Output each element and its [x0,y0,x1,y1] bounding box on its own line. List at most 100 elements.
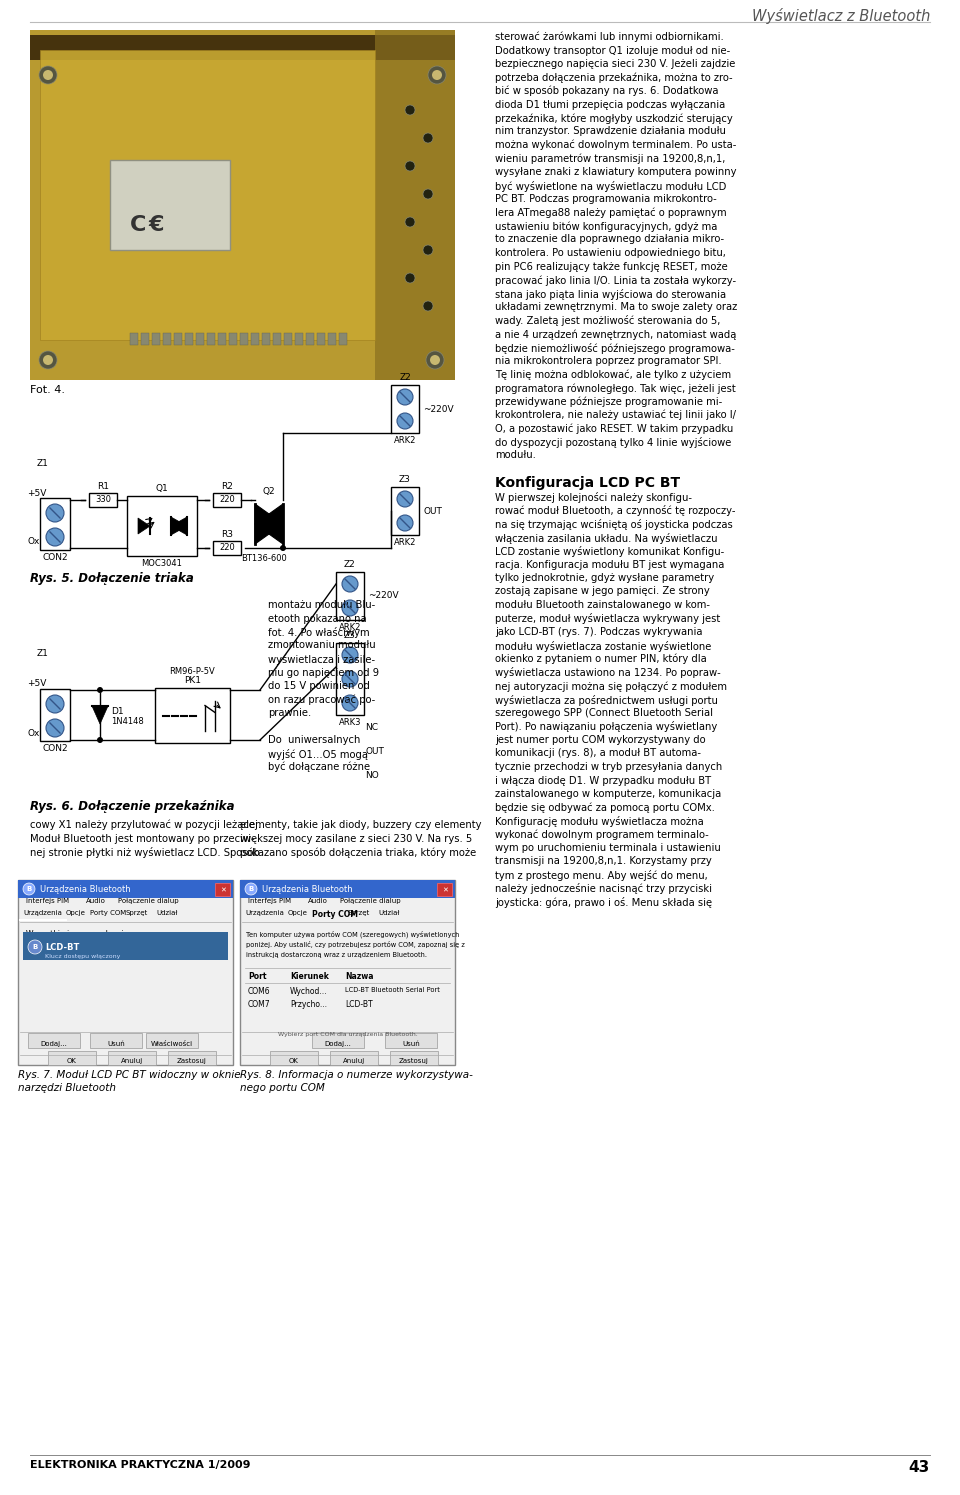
Bar [240,333,248,345]
Text: Sprzęt: Sprzęt [126,910,148,916]
Text: Udział: Udział [378,910,399,916]
Circle shape [397,490,413,507]
Text: dioda D1 tłumi przepięcia podczas wyłączania: dioda D1 tłumi przepięcia podczas wyłącz… [495,100,725,109]
Text: przekaźnika, które mogłyby uszkodzić sterujący: przekaźnika, które mogłyby uszkodzić ste… [495,114,732,124]
Text: Klucz dostępu włączony: Klucz dostępu włączony [45,954,120,958]
Text: Anuluj: Anuluj [343,1058,365,1064]
Bar [375,30,455,380]
Bar [168,1051,216,1064]
Text: Usuń: Usuń [108,1041,125,1046]
Text: R2: R2 [221,481,233,490]
Bar [251,333,259,345]
Circle shape [423,245,433,256]
Text: Tę linię można odblokować, ale tylko z użyciem: Tę linię można odblokować, ale tylko z u… [495,369,732,380]
Text: zainstalowanego w komputerze, komunikacja: zainstalowanego w komputerze, komunikacj… [495,789,721,798]
Bar [328,333,336,345]
Bar [146,1033,198,1048]
Circle shape [46,695,64,713]
Circle shape [423,300,433,311]
Text: Nazwa: Nazwa [345,972,373,981]
Text: elementy, takie jak diody, buzzery czy elementy: elementy, takie jak diody, buzzery czy e… [240,819,482,830]
Circle shape [426,351,444,369]
Text: Porty COM: Porty COM [312,910,358,919]
Text: do dyspozycji pozostaną tylko 4 linie wyjściowe: do dyspozycji pozostaną tylko 4 linie wy… [495,437,732,448]
Text: nia mikrokontrolera poprzez programator SPI.: nia mikrokontrolera poprzez programator … [495,356,722,366]
Text: poniżej. Aby ustalić, czy potrzebujesz portów COM, zapoznaj się z: poniżej. Aby ustalić, czy potrzebujesz p… [246,940,465,948]
Text: R1: R1 [97,481,109,490]
Circle shape [46,528,64,546]
Text: Właściwości: Właściwości [151,1041,193,1046]
Text: bić w sposób pokazany na rys. 6. Dodatkowa: bić w sposób pokazany na rys. 6. Dodatko… [495,87,718,97]
Text: OUT: OUT [423,507,442,516]
Text: Usuń: Usuń [402,1041,420,1046]
Text: B: B [249,887,253,893]
Text: ustawieniu bitów konfiguracyjnych, gdyż ma: ustawieniu bitów konfiguracyjnych, gdyż … [495,221,717,232]
Text: racja. Konfiguracja modułu BT jest wymagana: racja. Konfiguracja modułu BT jest wymag… [495,559,725,570]
Circle shape [280,546,286,552]
Text: być dołączane różne: być dołączane różne [268,762,371,773]
Bar [48,1051,96,1064]
Circle shape [405,274,415,283]
Text: ARK2: ARK2 [339,623,361,632]
Text: ARK2: ARK2 [394,437,417,446]
Text: COM6: COM6 [248,987,271,996]
Circle shape [342,599,358,616]
Text: okienko z pytaniem o numer PIN, który dla: okienko z pytaniem o numer PIN, który dl… [495,653,707,664]
Text: 330: 330 [95,495,111,504]
Text: on razu pracować po-: on razu pracować po- [268,695,375,706]
Circle shape [397,413,413,429]
Circle shape [43,70,53,81]
Text: Interfejs PIM: Interfejs PIM [248,898,291,904]
Text: włączenia zasilania układu. Na wyświetlaczu: włączenia zasilania układu. Na wyświetla… [495,532,717,544]
Text: Sprzęt: Sprzęt [348,910,371,916]
Text: pracować jako linia I/O. Linia ta została wykorzy-: pracować jako linia I/O. Linia ta został… [495,275,736,286]
Text: tylko jednokrotnie, gdyż wysłane parametry: tylko jednokrotnie, gdyż wysłane paramet… [495,573,714,583]
Text: układami zewnętrznymi. Ma to swoje zalety oraz: układami zewnętrznymi. Ma to swoje zalet… [495,302,737,312]
Text: należy jednocześnie nacisnąć trzy przyciski: należy jednocześnie nacisnąć trzy przyci… [495,884,712,894]
Text: COM7: COM7 [248,1000,271,1009]
Text: Z1: Z1 [37,459,49,468]
Text: Wychod...: Wychod... [290,987,327,996]
Text: sterować żarówkami lub innymi odbiornikami.: sterować żarówkami lub innymi odbiornika… [495,31,724,42]
Circle shape [342,647,358,662]
Bar [18,881,233,898]
Text: transmisji na 19200,8,n,1. Korzystamy przy: transmisji na 19200,8,n,1. Korzystamy pr… [495,857,711,867]
Text: Urządzenia: Urządzenia [245,910,284,916]
Text: montażu modułu Blu-: montażu modułu Blu- [268,599,375,610]
Bar [40,49,375,339]
Circle shape [23,884,35,896]
Circle shape [430,354,440,365]
Text: instrukcją dostarczoną wraz z urządzeniem Bluetooth.: instrukcją dostarczoną wraz z urządzenie… [246,952,427,958]
Text: OK: OK [67,1058,77,1064]
Text: tycznie przechodzi w tryb przesyłania danych: tycznie przechodzi w tryb przesyłania da… [495,762,722,771]
Bar [391,386,419,434]
Text: Port). Po nawiązaniu połączenia wyświetlany: Port). Po nawiązaniu połączenia wyświetl… [495,722,717,733]
Bar [163,333,171,345]
Text: narzędzi Bluetooth: narzędzi Bluetooth [18,1082,116,1093]
Text: Z3: Z3 [399,475,411,484]
Text: Q1: Q1 [156,484,168,493]
Text: modułu.: modułu. [495,450,536,460]
Text: Z2: Z2 [344,561,356,570]
Text: Z3: Z3 [344,631,356,640]
Bar [312,1033,364,1048]
Text: BT136-600: BT136-600 [241,555,287,564]
Text: Urządzenia: Urządzenia [23,910,61,916]
Text: i włącza diodę D1. W przypadku modułu BT: i włącza diodę D1. W przypadku modułu BT [495,776,711,785]
Text: wym po uruchomieniu terminala i ustawieniu: wym po uruchomieniu terminala i ustawien… [495,843,721,854]
Polygon shape [255,504,283,544]
Circle shape [428,66,446,84]
Text: zostają zapisane w jego pamięci. Ze strony: zostają zapisane w jego pamięci. Ze stro… [495,586,709,597]
Bar [390,1051,438,1064]
Circle shape [397,514,413,531]
Circle shape [43,354,53,365]
Bar [295,333,303,345]
Text: RM96-P-5V: RM96-P-5V [170,667,215,676]
Text: bezpiecznego napięcia sieci 230 V. Jeżeli zajdzie: bezpiecznego napięcia sieci 230 V. Jeżel… [495,58,735,69]
Text: Konfigurację modułu wyświetlacza można: Konfigurację modułu wyświetlacza można [495,816,704,827]
Bar [155,688,230,743]
Text: 43: 43 [909,1461,930,1476]
Bar [213,541,241,555]
Text: to znaczenie dla poprawnego działania mikro-: to znaczenie dla poprawnego działania mi… [495,235,724,245]
Text: być wyświetlone na wyświetlaczu modułu LCD: być wyświetlone na wyświetlaczu modułu L… [495,181,727,191]
